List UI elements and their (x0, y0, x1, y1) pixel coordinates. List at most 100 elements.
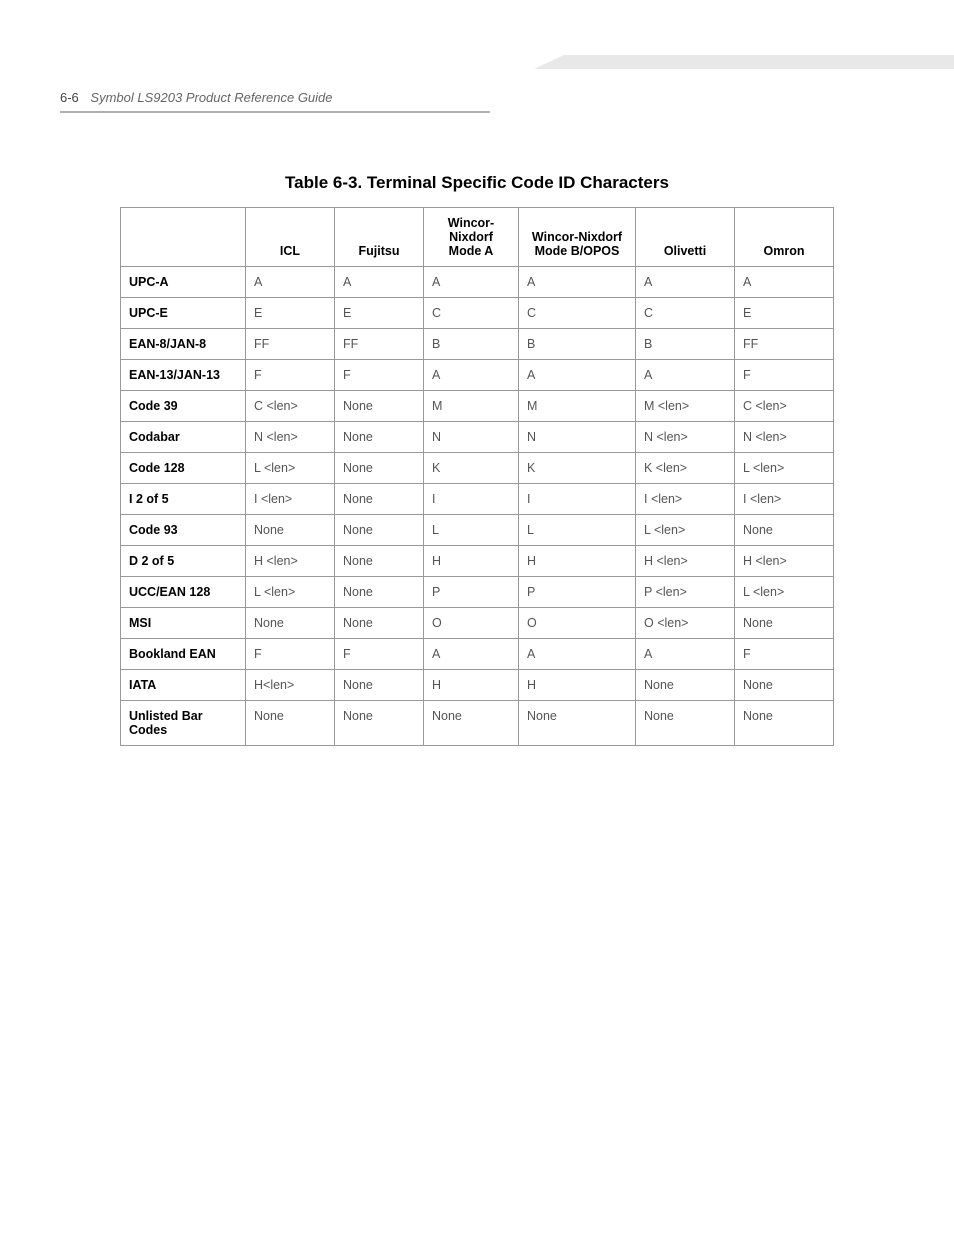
table-cell: F (335, 639, 424, 670)
table-cell: F (335, 360, 424, 391)
table-cell: None (636, 701, 735, 746)
table-cell: H (519, 670, 636, 701)
table-cell: None (424, 701, 519, 746)
table-cell: FF (335, 329, 424, 360)
table-cell: N <len> (735, 422, 834, 453)
table-cell: B (519, 329, 636, 360)
table-cell: P (519, 577, 636, 608)
row-label: Bookland EAN (121, 639, 246, 670)
table-cell: None (335, 608, 424, 639)
table-row: Unlisted Bar CodesNoneNoneNoneNoneNoneNo… (121, 701, 834, 746)
page-tab-decoration (534, 55, 954, 75)
table-row: EAN-8/JAN-8FFFFBBBFF (121, 329, 834, 360)
table-cell: H <len> (735, 546, 834, 577)
table-cell: B (424, 329, 519, 360)
table-cell: A (335, 267, 424, 298)
table-container: ICL Fujitsu Wincor-Nixdorf Mode A Wincor… (60, 207, 894, 746)
table-cell: H (519, 546, 636, 577)
table-cell: A (636, 360, 735, 391)
table-cell: H (424, 546, 519, 577)
table-col-blank (121, 208, 246, 267)
row-label: Code 128 (121, 453, 246, 484)
table-col-icl: ICL (246, 208, 335, 267)
table-cell: A (519, 360, 636, 391)
table-cell: K (519, 453, 636, 484)
table-cell: I (424, 484, 519, 515)
table-col-fujitsu: Fujitsu (335, 208, 424, 267)
table-cell: E (246, 298, 335, 329)
row-label: IATA (121, 670, 246, 701)
table-row: Code 39C <len>NoneMMM <len>C <len> (121, 391, 834, 422)
table-cell: None (335, 701, 424, 746)
table-cell: A (519, 267, 636, 298)
table-cell: I (519, 484, 636, 515)
row-label: UPC-E (121, 298, 246, 329)
table-cell: None (246, 515, 335, 546)
table-row: Code 128L <len>NoneKKK <len>L <len> (121, 453, 834, 484)
header-rule (60, 111, 490, 113)
table-cell: A (636, 639, 735, 670)
table-col-omron: Omron (735, 208, 834, 267)
table-cell: F (735, 639, 834, 670)
table-row: D 2 of 5H <len>NoneHHH <len>H <len> (121, 546, 834, 577)
table-cell: L (519, 515, 636, 546)
page-content: 6-6 Symbol LS9203 Product Reference Guid… (0, 0, 954, 746)
table-cell: K (424, 453, 519, 484)
table-row: UPC-EEECCCE (121, 298, 834, 329)
table-cell: F (735, 360, 834, 391)
page-header: 6-6 Symbol LS9203 Product Reference Guid… (60, 90, 894, 105)
table-cell: I <len> (636, 484, 735, 515)
table-body: UPC-AAAAAAAUPC-EEECCCEEAN-8/JAN-8FFFFBBB… (121, 267, 834, 746)
table-cell: M (519, 391, 636, 422)
table-cell: P (424, 577, 519, 608)
table-col-olivetti: Olivetti (636, 208, 735, 267)
table-cell: P <len> (636, 577, 735, 608)
table-cell: None (735, 515, 834, 546)
table-cell: FF (246, 329, 335, 360)
table-cell: L <len> (246, 577, 335, 608)
row-label: Codabar (121, 422, 246, 453)
table-cell: M (424, 391, 519, 422)
table-cell: L (424, 515, 519, 546)
table-cell: M <len> (636, 391, 735, 422)
table-row: UPC-AAAAAAA (121, 267, 834, 298)
row-label: MSI (121, 608, 246, 639)
table-cell: C (424, 298, 519, 329)
table-cell: None (335, 422, 424, 453)
table-cell: None (335, 546, 424, 577)
table-cell: A (735, 267, 834, 298)
row-label: Code 93 (121, 515, 246, 546)
row-label: I 2 of 5 (121, 484, 246, 515)
table-cell: None (335, 515, 424, 546)
table-row: UCC/EAN 128L <len>NonePPP <len>L <len> (121, 577, 834, 608)
table-cell: I <len> (246, 484, 335, 515)
table-cell: A (424, 639, 519, 670)
table-cell: None (335, 453, 424, 484)
table-cell: None (335, 577, 424, 608)
table-col-wincor-b: Wincor-Nixdorf Mode B/OPOS (519, 208, 636, 267)
table-cell: N <len> (246, 422, 335, 453)
row-label: D 2 of 5 (121, 546, 246, 577)
table-cell: K <len> (636, 453, 735, 484)
table-cell: L <len> (735, 577, 834, 608)
table-cell: None (246, 701, 335, 746)
row-label: Unlisted Bar Codes (121, 701, 246, 746)
table-cell: None (735, 701, 834, 746)
table-cell: E (735, 298, 834, 329)
table-cell: L <len> (246, 453, 335, 484)
table-cell: C <len> (735, 391, 834, 422)
table-cell: H <len> (636, 546, 735, 577)
table-cell: N (424, 422, 519, 453)
table-cell: None (735, 608, 834, 639)
table-cell: C (636, 298, 735, 329)
table-cell: L <len> (735, 453, 834, 484)
table-cell: None (519, 701, 636, 746)
table-cell: C <len> (246, 391, 335, 422)
table-cell: E (335, 298, 424, 329)
table-cell: I <len> (735, 484, 834, 515)
table-cell: None (335, 391, 424, 422)
table-header: ICL Fujitsu Wincor-Nixdorf Mode A Wincor… (121, 208, 834, 267)
row-label: EAN-13/JAN-13 (121, 360, 246, 391)
row-label: Code 39 (121, 391, 246, 422)
table-col-wincor-a: Wincor-Nixdorf Mode A (424, 208, 519, 267)
